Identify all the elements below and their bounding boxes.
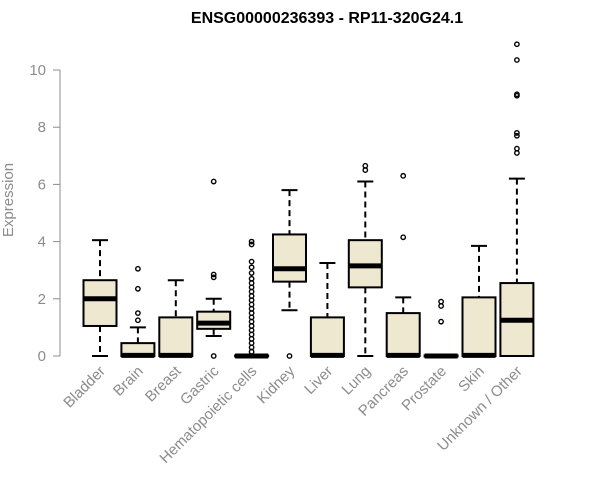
outlier-point [248, 264, 255, 271]
box-series [82, 41, 535, 359]
outlier-point [514, 132, 520, 139]
outlier-point [134, 285, 141, 292]
box-gastric [196, 178, 232, 359]
y-tick-label: 10 [29, 62, 46, 79]
outlier-point [514, 57, 520, 63]
outlier-point [514, 41, 520, 48]
outlier-point [438, 298, 444, 305]
outlier-point [134, 265, 141, 272]
outlier-point [248, 275, 255, 282]
y-tick-label: 6 [38, 176, 46, 193]
outlier-point [210, 274, 217, 281]
iqr-box [385, 312, 421, 358]
outlier-point [248, 241, 255, 248]
x-tick-label: Skin [455, 363, 488, 396]
y-tick-label: 0 [38, 348, 46, 365]
box-prostate [423, 298, 459, 359]
iqr-box [158, 316, 194, 358]
iqr-box [309, 316, 345, 358]
outlier-point [134, 317, 141, 324]
box-kidney [272, 189, 307, 359]
chart-title: ENSG00000236393 - RP11-320G24.1 [191, 10, 463, 27]
box-breast [158, 279, 194, 358]
outlier-point [400, 172, 407, 179]
box-brain [120, 265, 156, 358]
y-axis: 0 2 4 6 8 10 [29, 62, 61, 365]
y-tick-label: 2 [38, 291, 46, 308]
box-hematopoietic-cells [234, 238, 270, 359]
outlier-point [210, 353, 217, 359]
x-tick-label: Liver [301, 363, 336, 398]
outlier-point [400, 234, 407, 241]
outlier-point [286, 353, 293, 359]
y-tick-label: 8 [38, 119, 46, 136]
x-tick-label: Kidney [254, 362, 299, 407]
box-skin [461, 244, 497, 358]
y-tick-label: 4 [38, 234, 46, 251]
outlier-point [438, 318, 444, 325]
box-liver [309, 262, 345, 358]
box-unknown-other [499, 41, 535, 358]
outlier-point [248, 270, 255, 276]
outlier-point [514, 130, 520, 136]
box-lung [347, 162, 383, 357]
outlier-point [210, 178, 217, 185]
y-axis-label: Expression [0, 163, 17, 237]
box-pancreas [385, 172, 421, 358]
outlier-point [362, 162, 369, 169]
outlier-point [514, 91, 520, 98]
outlier-point [134, 310, 141, 316]
box-bladder [82, 239, 118, 357]
outlier-point [514, 145, 520, 152]
iqr-box [82, 279, 118, 327]
iqr-box [461, 296, 497, 357]
x-tick-label: Bladder [60, 363, 109, 412]
outlier-point [210, 271, 217, 278]
outlier-point [248, 238, 255, 245]
iqr-box [196, 310, 232, 330]
iqr-box [272, 233, 307, 283]
outlier-point [248, 258, 255, 265]
